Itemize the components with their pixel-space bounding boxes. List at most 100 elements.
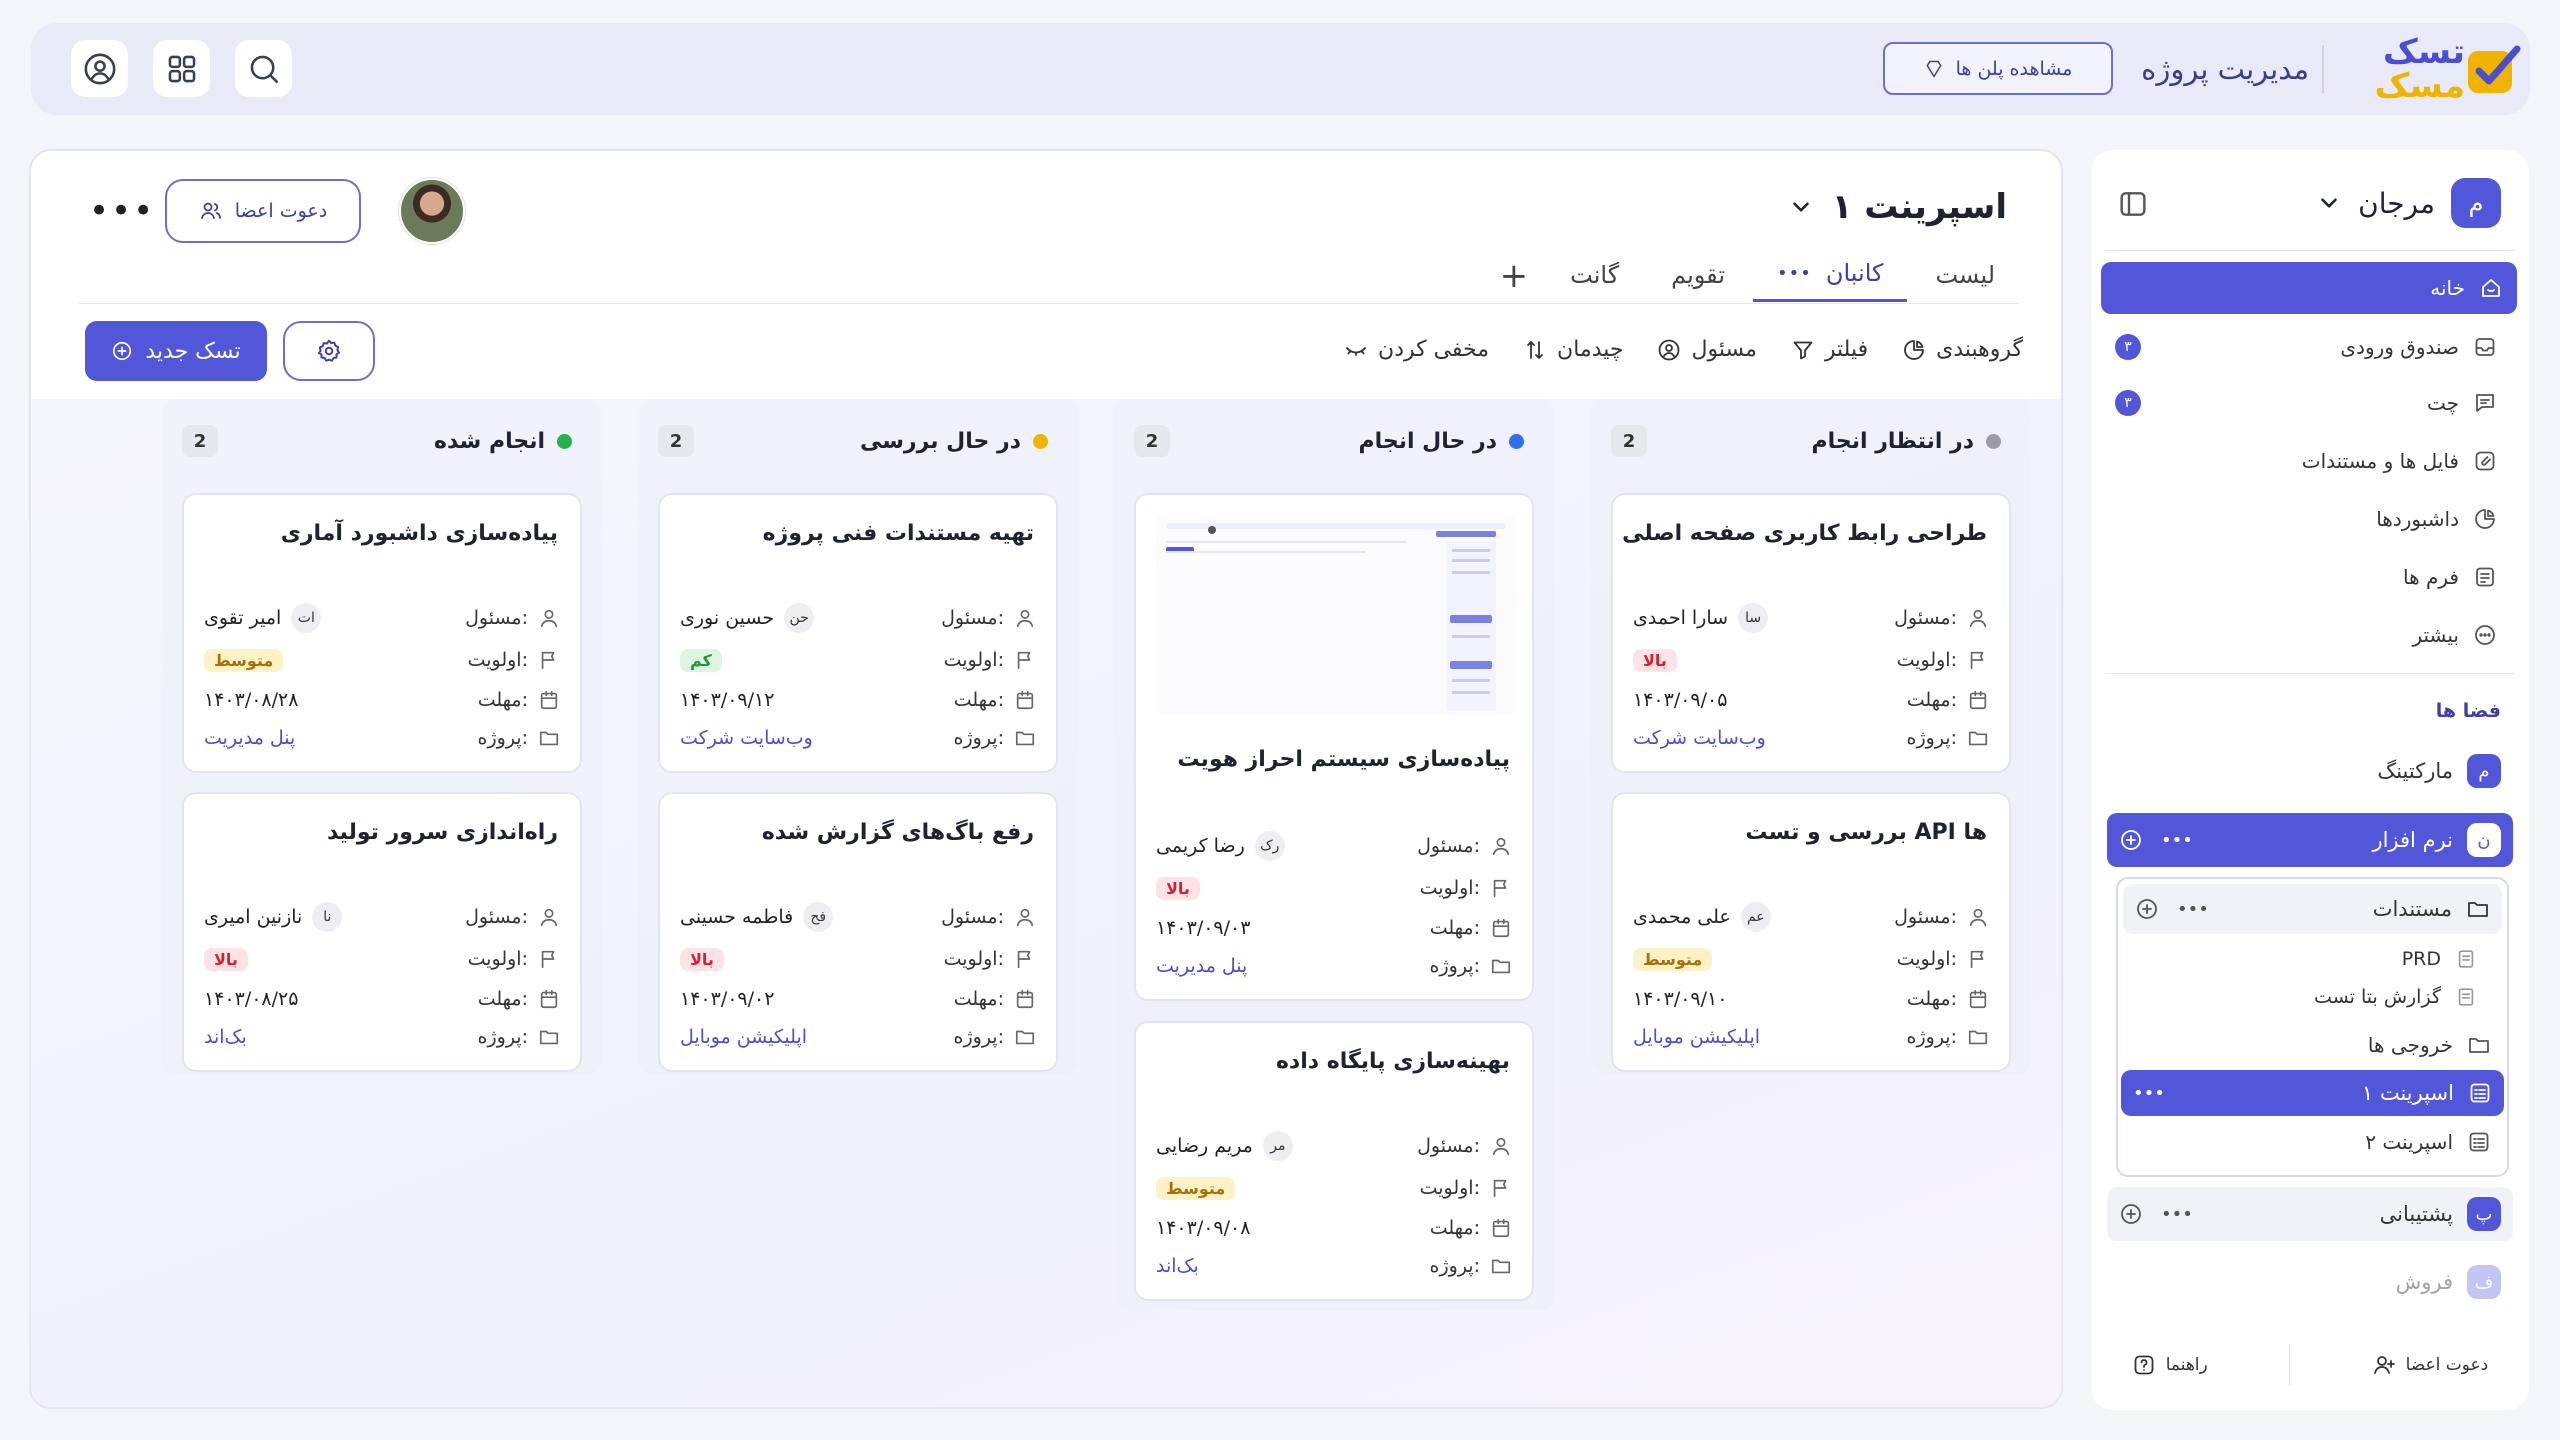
space-marketing[interactable]: مارکتینگ م <box>2107 744 2513 798</box>
user-icon <box>1016 609 1034 628</box>
sidebar-item-dashboards[interactable]: داشبوردها <box>2376 494 2509 544</box>
project-link[interactable]: بک‌اند <box>204 1026 247 1048</box>
task-card[interactable]: پیاده‌سازی سیستم احراز هویت رضا کریمی رک … <box>1134 493 1534 1001</box>
sidebar-item-files[interactable]: فایل ها و مستندات <box>2302 436 2509 486</box>
logo-text: تسک مسک <box>2343 35 2465 105</box>
user-icon <box>1969 609 1987 628</box>
tab-kanban[interactable]: ••• کانبان <box>1753 249 1908 302</box>
tree-folder-docs[interactable]: ••• مستندات <box>2123 884 2502 934</box>
project-link[interactable]: اپلیکیشن موبایل <box>1633 1026 1761 1048</box>
sidebar-item-more[interactable]: بیشتر <box>2412 610 2509 660</box>
workspace-switcher[interactable]: مرجان م <box>2316 178 2501 228</box>
task-card[interactable]: راه‌اندازی سرور تولید نازنین امیری نا مسئ… <box>182 792 582 1072</box>
sidebar-item-forms[interactable]: فرم ها <box>2403 552 2509 602</box>
footer-invite-button[interactable]: دعوت اعضا <box>2372 1353 2488 1377</box>
tree-doc-beta-report[interactable]: گزارش بتا تست <box>2314 977 2489 1017</box>
task-card[interactable]: بررسی و تست API ها علی محمدی عم مسئول: مت… <box>1611 792 2011 1072</box>
doc-name: PRD <box>2401 948 2441 970</box>
folder-icon <box>2468 902 2488 917</box>
project-row: بک‌اند پروژه: <box>1156 1251 1512 1281</box>
project-link[interactable]: بک‌اند <box>1156 1255 1199 1277</box>
deadline-row: ۱۴۰۳/۰۹/۰۸ مهلت: <box>1156 1213 1512 1243</box>
card-title: بررسی و تست API ها <box>1745 820 1987 845</box>
column-header: در حال انجام <box>1358 429 1524 454</box>
owner-filter-button[interactable]: مسئول <box>1657 337 1757 362</box>
tree-folder-outputs[interactable]: خروجی ها <box>2368 1022 2503 1068</box>
owner-value: علی محمدی عم <box>1633 902 1771 932</box>
search-button[interactable] <box>235 40 292 97</box>
space-sales[interactable]: فروش ف <box>2107 1255 2513 1309</box>
sort-button[interactable]: چیدمان <box>1523 337 1623 362</box>
owner-label: مسئول: <box>1894 906 1989 928</box>
sprint-title[interactable]: اسپرینت ۱ <box>1788 187 2007 227</box>
project-link[interactable]: وب‌سایت شرکت <box>680 727 813 749</box>
filter-button[interactable]: فیلتر <box>1791 337 1868 362</box>
tab-calendar[interactable]: تقویم <box>1671 260 1725 289</box>
hide-button[interactable]: مخفی کردن <box>1344 337 1489 362</box>
space-more-icon[interactable]: ••• <box>2161 829 2193 851</box>
plan-icon <box>1926 60 1942 77</box>
more-options-button[interactable]: ••• <box>89 191 156 231</box>
tab-more-icon[interactable]: ••• <box>1777 262 1812 284</box>
task-card[interactable]: رفع باگ‌های گزارش شده فاطمه حسینی فح مسئو… <box>658 792 1058 1072</box>
apps-button[interactable] <box>153 40 210 97</box>
owner-initials: حن <box>784 603 815 633</box>
profile-button[interactable] <box>71 40 128 97</box>
invite-members-button[interactable]: دعوت اعضا <box>165 179 361 243</box>
tab-list[interactable]: لیست <box>1935 260 1995 289</box>
column-title: انجام شده <box>433 429 545 454</box>
new-task-button[interactable]: تسک جدید <box>85 321 267 381</box>
column-title: در حال بررسی <box>860 429 1021 454</box>
add-circle-icon[interactable] <box>2119 828 2143 852</box>
add-view-button[interactable]: + <box>1499 255 1529 296</box>
user-icon <box>540 908 558 927</box>
view-plans-button[interactable]: مشاهده پلن ها <box>1883 42 2113 95</box>
project-link[interactable]: پنل مدیریت <box>204 727 296 749</box>
project-link[interactable]: وب‌سایت شرکت <box>1633 727 1766 749</box>
logo-line-1: تسک <box>2382 32 2465 72</box>
form-icon <box>2476 567 2494 587</box>
owner-initials: نا <box>312 902 343 932</box>
task-card[interactable]: تهیه مستندات فنی پروژه حسین نوری حن مسئول… <box>658 493 1058 773</box>
sidebar-item-inbox[interactable]: صندوق ورودی <box>2340 322 2509 372</box>
user-avatar[interactable] <box>399 178 465 244</box>
owner-row: امیر تقوی ات مسئول: <box>204 603 560 633</box>
space-support[interactable]: ••• پشتیبانی پ <box>2107 1187 2513 1241</box>
sidebar-footer: راهنما دعوت اعضا <box>2091 1340 2529 1390</box>
list-more-icon[interactable]: ••• <box>2133 1082 2165 1104</box>
deadline-row: ۱۴۰۳/۰۹/۰۵ مهلت: <box>1633 685 1989 715</box>
flag-icon <box>1493 1179 1507 1198</box>
task-card[interactable]: طراحی رابط کاربری صفحه اصلی سارا احمدی سا… <box>1611 493 2011 773</box>
forms-label: فرم ها <box>2403 565 2459 589</box>
project-label-text: پروژه: <box>1429 955 1480 977</box>
group-button[interactable]: گروهبندی <box>1902 337 2023 362</box>
folder-icon <box>2469 1038 2489 1053</box>
gear-icon <box>317 339 341 362</box>
sidebar-item-home[interactable]: خانه <box>2101 262 2517 314</box>
tree-doc-prd[interactable]: PRD <box>2402 939 2489 979</box>
guide-button[interactable]: راهنما <box>2132 1353 2208 1377</box>
task-card[interactable]: پیاده‌سازی داشبورد آماری امیر تقوی ات مسئ… <box>182 493 582 773</box>
project-label-text: پروژه: <box>953 1026 1004 1048</box>
add-circle-icon[interactable] <box>2119 1202 2143 1226</box>
tree-list-sprint-2[interactable]: اسپرینت ۲ <box>2365 1119 2503 1165</box>
project-link[interactable]: پنل مدیریت <box>1156 955 1248 977</box>
sidebar-item-chat[interactable]: چت <box>2427 378 2509 428</box>
folder-more-icon[interactable]: ••• <box>2177 898 2209 920</box>
board-settings-button[interactable] <box>283 321 375 381</box>
deadline-label-text: مهلت: <box>477 689 528 711</box>
priority-label-text: اولویت: <box>943 649 1004 671</box>
calendar-icon <box>1492 918 1510 938</box>
task-card[interactable]: بهینه‌سازی پایگاه داده مریم رضایی مر مسئو… <box>1134 1021 1534 1301</box>
priority-row: بالا اولویت: <box>1633 645 1989 675</box>
tab-gantt[interactable]: گانت <box>1570 260 1620 289</box>
collapse-sidebar-button[interactable] <box>2117 188 2149 220</box>
space-software[interactable]: ••• نرم افزار ن <box>2107 813 2513 867</box>
priority-badge: بالا <box>1156 876 1200 900</box>
space-more-icon[interactable]: ••• <box>2161 1203 2193 1225</box>
add-circle-icon[interactable] <box>2135 897 2159 921</box>
guide-label: راهنما <box>2165 1355 2208 1375</box>
tree-list-sprint-1[interactable]: ••• اسپرینت ۱ <box>2121 1070 2504 1116</box>
priority-label-text: اولویت: <box>467 948 528 970</box>
project-link[interactable]: اپلیکیشن موبایل <box>680 1026 808 1048</box>
